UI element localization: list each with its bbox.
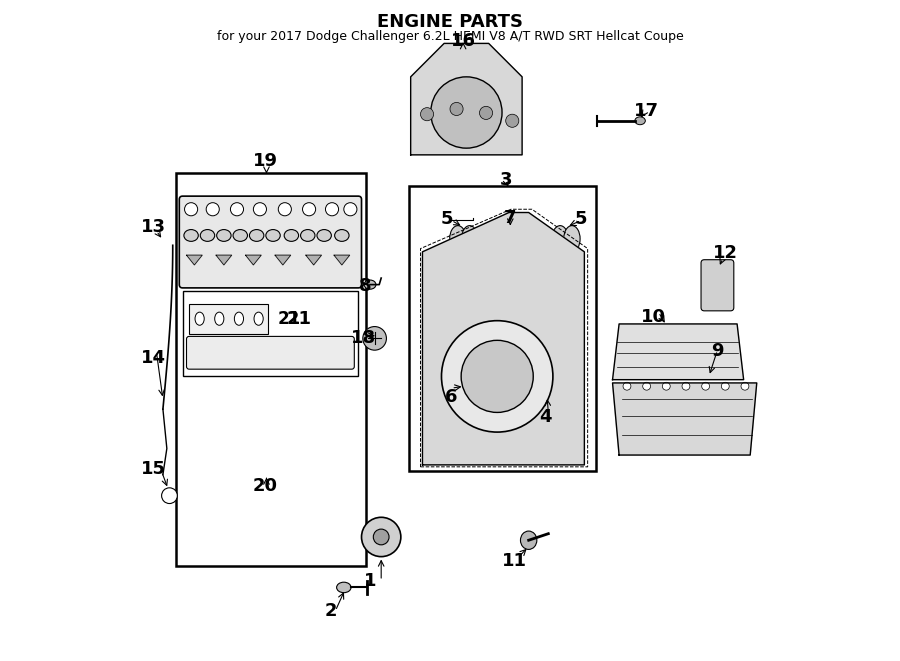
Circle shape bbox=[374, 529, 389, 545]
Ellipse shape bbox=[233, 229, 248, 241]
Circle shape bbox=[480, 106, 492, 120]
Ellipse shape bbox=[364, 280, 376, 290]
Ellipse shape bbox=[215, 312, 224, 325]
FancyBboxPatch shape bbox=[179, 196, 362, 288]
Text: 20: 20 bbox=[253, 477, 278, 496]
Text: ENGINE PARTS: ENGINE PARTS bbox=[377, 13, 523, 31]
Circle shape bbox=[450, 102, 464, 116]
Circle shape bbox=[643, 382, 651, 390]
Polygon shape bbox=[613, 383, 757, 455]
Polygon shape bbox=[334, 255, 350, 265]
Ellipse shape bbox=[249, 229, 264, 241]
Circle shape bbox=[452, 371, 481, 401]
Circle shape bbox=[254, 203, 266, 215]
Circle shape bbox=[162, 488, 177, 504]
Ellipse shape bbox=[254, 312, 263, 325]
Ellipse shape bbox=[520, 531, 536, 549]
Circle shape bbox=[420, 108, 434, 121]
Text: 8: 8 bbox=[358, 277, 371, 295]
Circle shape bbox=[506, 114, 518, 128]
Circle shape bbox=[344, 203, 357, 215]
Text: 13: 13 bbox=[141, 218, 166, 236]
Circle shape bbox=[278, 203, 292, 215]
Ellipse shape bbox=[337, 582, 351, 593]
Polygon shape bbox=[246, 255, 261, 265]
Circle shape bbox=[702, 382, 709, 390]
Circle shape bbox=[184, 203, 198, 215]
Circle shape bbox=[623, 382, 631, 390]
Ellipse shape bbox=[217, 229, 231, 241]
Polygon shape bbox=[410, 44, 522, 155]
Polygon shape bbox=[186, 255, 202, 265]
Bar bbox=[410, 186, 596, 471]
Text: 16: 16 bbox=[451, 32, 475, 50]
Circle shape bbox=[230, 203, 244, 215]
Circle shape bbox=[722, 382, 729, 390]
FancyBboxPatch shape bbox=[701, 260, 734, 311]
Text: 18: 18 bbox=[351, 329, 376, 348]
Circle shape bbox=[431, 77, 502, 148]
Polygon shape bbox=[275, 255, 291, 265]
Text: 5: 5 bbox=[440, 210, 453, 228]
Bar bbox=[189, 304, 268, 334]
Text: 11: 11 bbox=[501, 552, 526, 570]
Text: 17: 17 bbox=[634, 102, 659, 120]
Text: for your 2017 Dodge Challenger 6.2L HEMI V8 A/T RWD SRT Hellcat Coupe: for your 2017 Dodge Challenger 6.2L HEMI… bbox=[217, 30, 683, 43]
Ellipse shape bbox=[301, 229, 315, 241]
Text: 7: 7 bbox=[504, 209, 517, 227]
Ellipse shape bbox=[266, 229, 280, 241]
Ellipse shape bbox=[462, 225, 478, 252]
Circle shape bbox=[741, 382, 749, 390]
Ellipse shape bbox=[195, 312, 204, 325]
Text: 21: 21 bbox=[287, 310, 311, 328]
Circle shape bbox=[362, 518, 400, 557]
Text: 4: 4 bbox=[539, 408, 552, 426]
Ellipse shape bbox=[284, 229, 299, 241]
Text: 15: 15 bbox=[141, 461, 166, 479]
FancyBboxPatch shape bbox=[186, 336, 355, 369]
Text: 10: 10 bbox=[641, 309, 666, 327]
Text: 21: 21 bbox=[278, 310, 301, 328]
Ellipse shape bbox=[317, 229, 331, 241]
Polygon shape bbox=[306, 255, 321, 265]
Circle shape bbox=[442, 321, 553, 432]
Ellipse shape bbox=[450, 225, 466, 252]
Polygon shape bbox=[613, 324, 743, 379]
Text: 14: 14 bbox=[141, 349, 166, 367]
Text: 3: 3 bbox=[500, 171, 512, 189]
Bar bbox=[183, 292, 358, 376]
Ellipse shape bbox=[184, 229, 198, 241]
Ellipse shape bbox=[552, 225, 568, 252]
Circle shape bbox=[682, 382, 690, 390]
Ellipse shape bbox=[201, 229, 215, 241]
Text: 6: 6 bbox=[446, 389, 457, 407]
Ellipse shape bbox=[634, 117, 645, 125]
Circle shape bbox=[326, 203, 338, 215]
Circle shape bbox=[363, 327, 386, 350]
Ellipse shape bbox=[563, 225, 580, 252]
Text: 1: 1 bbox=[364, 572, 376, 590]
Polygon shape bbox=[422, 213, 584, 465]
Bar bbox=[176, 173, 366, 566]
Ellipse shape bbox=[234, 312, 244, 325]
Ellipse shape bbox=[502, 225, 518, 252]
Text: 5: 5 bbox=[575, 210, 588, 228]
Text: 9: 9 bbox=[711, 342, 724, 360]
Circle shape bbox=[461, 340, 533, 412]
Polygon shape bbox=[216, 255, 231, 265]
Text: 19: 19 bbox=[253, 153, 278, 171]
Text: 12: 12 bbox=[713, 244, 738, 262]
Circle shape bbox=[662, 382, 670, 390]
Circle shape bbox=[302, 203, 316, 215]
Circle shape bbox=[458, 378, 474, 394]
Text: 2: 2 bbox=[325, 602, 337, 620]
Ellipse shape bbox=[335, 229, 349, 241]
Circle shape bbox=[206, 203, 220, 215]
